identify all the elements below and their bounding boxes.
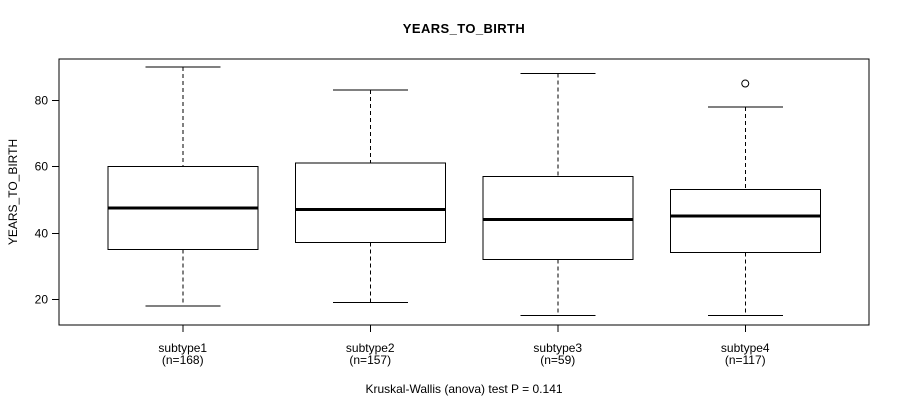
x-count-label: (n=59) bbox=[540, 353, 575, 367]
x-category-label: subtype3 bbox=[533, 341, 582, 355]
x-count-label: (n=168) bbox=[162, 353, 204, 367]
x-count-label: (n=157) bbox=[349, 353, 391, 367]
box-group-subtype3: subtype3(n=59) bbox=[482, 73, 634, 367]
y-tick-label: 80 bbox=[35, 94, 49, 108]
iqr-box bbox=[482, 175, 634, 260]
box-group-subtype2: subtype2(n=157) bbox=[294, 89, 446, 367]
y-tick-label: 60 bbox=[35, 160, 49, 174]
plot-frame bbox=[58, 58, 870, 326]
iqr-box bbox=[669, 189, 821, 254]
y-tick-label: 20 bbox=[35, 293, 49, 307]
x-count-label: (n=117) bbox=[725, 353, 766, 367]
x-category-label: subtype4 bbox=[721, 341, 770, 355]
x-category-label: subtype2 bbox=[346, 341, 395, 355]
box-group-subtype1: subtype1(n=168) bbox=[107, 66, 259, 367]
box-group-subtype4: subtype4(n=117) bbox=[669, 79, 821, 367]
x-category-label: subtype1 bbox=[158, 341, 207, 355]
iqr-box bbox=[294, 162, 446, 244]
chart-title: YEARS_TO_BIRTH bbox=[402, 21, 526, 36]
stat-annotation: Kruskal-Wallis (anova) test P = 0.141 bbox=[365, 382, 563, 396]
y-tick-label: 40 bbox=[35, 227, 49, 241]
outlier-point bbox=[741, 79, 750, 88]
